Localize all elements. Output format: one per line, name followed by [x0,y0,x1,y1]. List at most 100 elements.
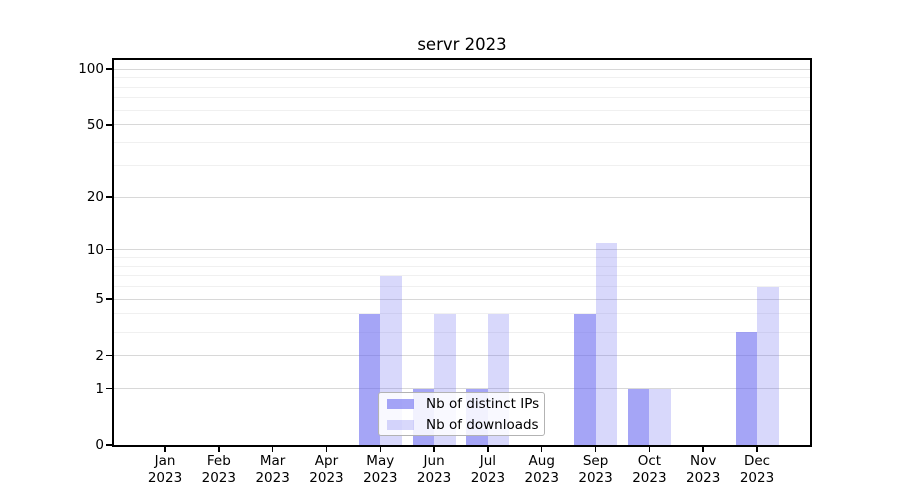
gridline-major [114,249,810,251]
legend-swatch-distinct-ips-icon [387,399,414,410]
x-tick-label: May 2023 [345,453,415,487]
bar-downloads [595,242,618,445]
y-tick-mark [106,68,113,70]
x-tick-mark [271,447,274,452]
x-tick-month: Nov [690,453,717,469]
legend-label: Nb of downloads [426,416,539,433]
gridline-minor [114,109,810,111]
x-tick-mark [164,447,166,452]
y-tick-mark [106,196,113,198]
gridline-major [114,298,810,300]
y-tick-label: 5 [95,291,104,308]
x-tick-year: 2023 [632,470,667,486]
x-tick-label: Aug 2023 [507,453,577,487]
y-tick-mark [106,124,113,126]
y-tick-label: 10 [86,241,104,258]
x-tick-month: Jun [423,453,445,469]
x-tick-label: Nov 2023 [668,453,738,487]
bar-downloads [757,286,779,445]
x-tick-month: Jul [479,453,497,469]
gridline-minor [114,97,810,99]
bar-downloads [649,388,671,445]
chart-title: servr 2023 [417,35,507,54]
x-tick-mark [648,447,651,452]
x-tick-year: 2023 [739,470,775,486]
x-tick-year: 2023 [147,470,183,486]
y-tick-mark [106,248,113,251]
y-tick-label: 2 [95,347,104,364]
x-tick-month: Oct [637,453,662,469]
x-tick-month: Jan [154,453,176,469]
plot-area [112,58,812,447]
y-tick-label: 20 [86,189,104,206]
x-tick-year: 2023 [255,470,290,486]
legend-item-distinct-ips: Nb of distinct IPs [379,394,544,415]
x-tick-mark [433,447,435,452]
x-tick-month: Dec [743,453,771,469]
bar-distinct-ips [735,332,758,445]
y-tick-label: 0 [95,437,104,453]
legend-item-downloads: Nb of downloads [379,415,544,436]
x-tick-mark [379,447,382,452]
gridline-minor [114,313,810,315]
y-tick-label: 100 [78,61,104,78]
x-tick-year: 2023 [470,470,506,486]
x-tick-label: Jan 2023 [130,453,200,487]
gridline-major [114,124,810,126]
gridline-major [114,68,810,70]
gridline-minor [114,265,810,267]
bar-distinct-ips [627,388,650,445]
legend-label: Nb of distinct IPs [426,396,540,413]
y-tick-mark [106,298,113,300]
x-tick-label: Oct 2023 [614,453,684,487]
gridline-minor [114,331,810,333]
x-tick-label: Dec 2023 [722,453,792,487]
gridline-minor [114,257,810,258]
x-tick-year: 2023 [578,470,613,486]
x-tick-month: Sep [582,453,609,469]
x-tick-month: Mar [259,453,286,469]
gridline-minor [114,77,810,79]
gridline-minor [114,164,810,166]
x-tick-label: Mar 2023 [238,453,308,487]
gridline-minor [114,286,810,288]
gridline-minor [114,86,810,88]
x-tick-mark [702,447,704,452]
gridline-minor [114,142,810,144]
x-tick-mark [540,447,543,452]
x-tick-label: Jun 2023 [399,453,469,487]
legend: Nb of distinct IPs Nb of downloads [378,392,545,436]
y-tick-mark [106,444,113,446]
gridline-minor [114,275,810,277]
x-tick-mark [756,447,758,452]
x-tick-month: May [366,453,395,469]
x-tick-month: Aug [528,453,555,469]
x-tick-label: Jul 2023 [453,453,523,487]
bar-distinct-ips [358,313,381,445]
legend-swatch-downloads-icon [387,419,414,430]
x-tick-label: Feb 2023 [184,453,254,487]
y-tick-mark [106,387,113,390]
x-tick-label: Sep 2023 [561,453,631,487]
gridline-major [114,388,810,390]
x-tick-year: 2023 [524,470,559,486]
x-tick-year: 2023 [309,470,344,486]
x-tick-year: 2023 [363,470,398,486]
bar-distinct-ips [574,313,596,445]
x-tick-year: 2023 [686,470,721,486]
y-tick-label: 50 [86,116,104,133]
x-tick-month: Feb [206,453,231,469]
gridline-major [114,196,810,198]
x-tick-year: 2023 [201,470,236,486]
x-tick-mark [218,447,220,452]
y-tick-label: 1 [95,380,104,397]
y-tick-mark [106,354,113,357]
x-tick-label: Apr 2023 [291,453,361,487]
x-tick-mark [594,447,597,452]
x-tick-mark [325,447,328,452]
gridline-major [114,355,810,357]
x-tick-year: 2023 [416,470,452,486]
x-tick-month: Apr [314,453,339,469]
x-tick-mark [487,447,489,452]
